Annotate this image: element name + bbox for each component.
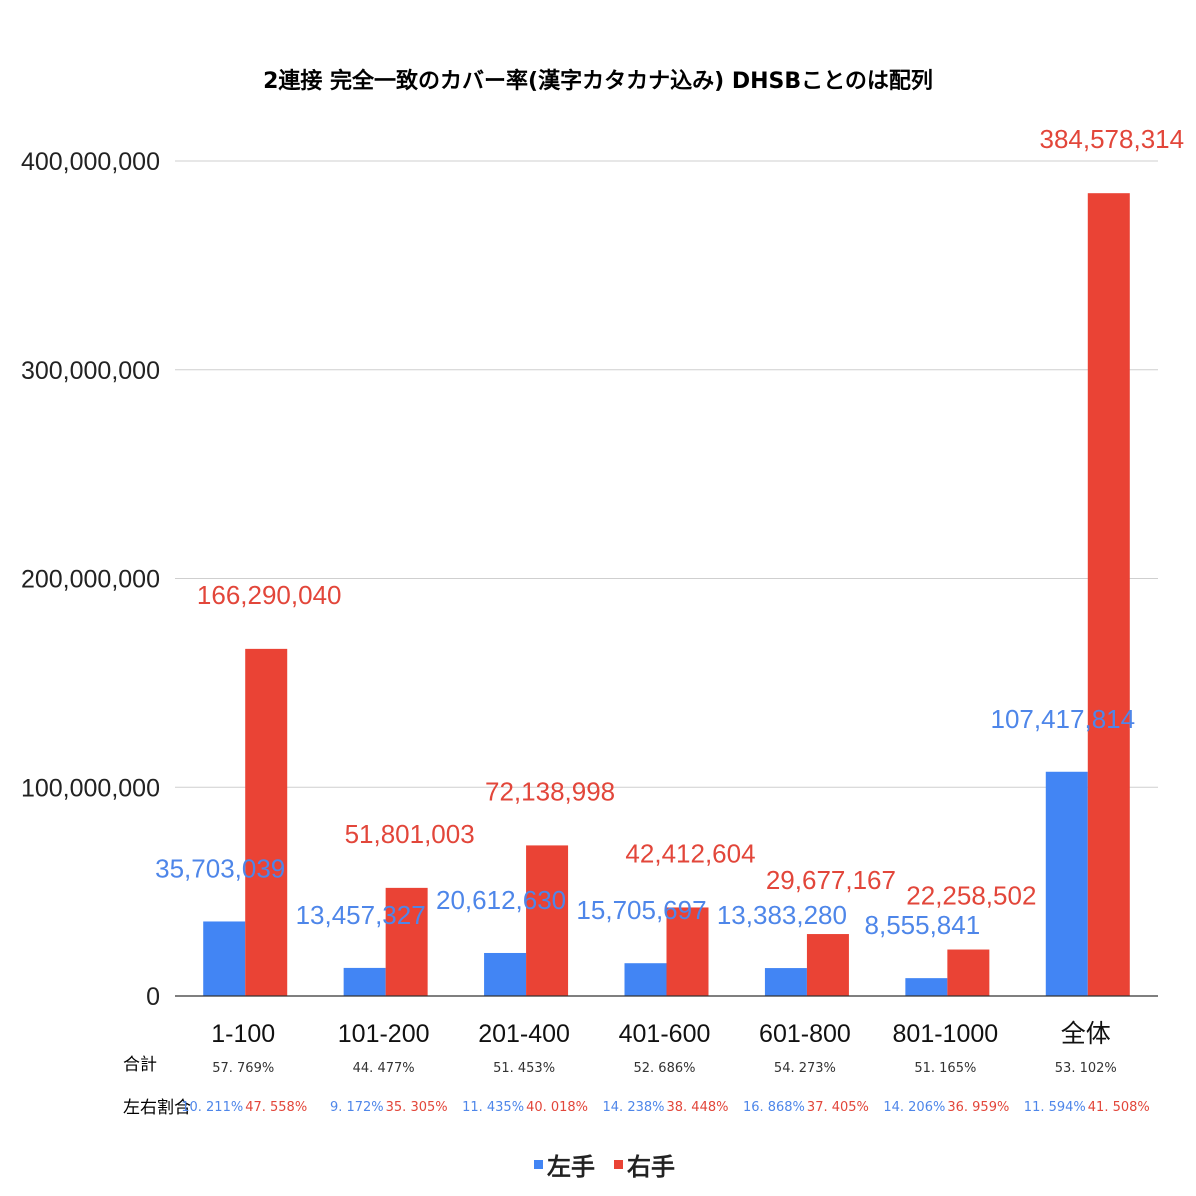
left-ratio: 16. 868%: [743, 1100, 805, 1115]
x-tick-label: 201-400: [478, 1020, 570, 1048]
total-row-header: 合計: [123, 1055, 157, 1075]
total-percent: 54. 273%: [774, 1061, 836, 1076]
y-tick-label: 300,000,000: [21, 357, 160, 385]
y-tick-label: 200,000,000: [21, 566, 160, 594]
x-axis: 1-100 101-200 201-400 401-600 601-800 801-100…: [175, 995, 1158, 1048]
data-label-left-hand: 20,612,630: [436, 885, 566, 915]
bar-left-hand: [624, 963, 667, 996]
legend: 左手 右手: [534, 1153, 675, 1181]
gridlines: [175, 160, 1158, 788]
total-percent: 57. 769%: [212, 1061, 274, 1076]
data-label-left-hand: 13,457,327: [296, 900, 426, 930]
bar-right-hand: [806, 934, 849, 996]
data-label-right-hand: 22,258,502: [906, 881, 1036, 911]
bar-right-hand: [245, 648, 288, 996]
total-percent: 51. 165%: [914, 1061, 976, 1076]
percent-table: 合計 左右割合 57. 769% 10. 211% 47. 558% 44. 477%…: [123, 1055, 1150, 1118]
x-tick-label: 601-800: [759, 1020, 851, 1048]
right-ratio: 38. 448%: [667, 1100, 729, 1115]
bar-left-hand: [905, 978, 948, 996]
ratio-row-header: 左右割合: [123, 1098, 191, 1118]
y-axis: 0 100,000,000 200,000,000 300,000,000 400,00…: [21, 148, 160, 1011]
right-ratio: 40. 018%: [526, 1100, 588, 1115]
y-tick-label: 0: [146, 983, 160, 1011]
x-tick-label: 全体: [1061, 1020, 1111, 1048]
legend-label: 右手: [627, 1153, 675, 1181]
data-label-left-hand: 8,555,841: [865, 910, 981, 940]
right-ratio: 37. 405%: [807, 1100, 869, 1115]
x-tick-label: 401-600: [619, 1020, 711, 1048]
left-ratio: 10. 211%: [181, 1100, 243, 1115]
data-label-right-hand: 51,801,003: [345, 819, 475, 849]
data-label-left-hand: 35,703,039: [155, 853, 285, 883]
data-label-right-hand: 42,412,604: [625, 838, 755, 868]
left-ratio: 14. 238%: [603, 1100, 665, 1115]
legend-swatch: [614, 1160, 623, 1169]
right-ratio: 47. 558%: [245, 1100, 307, 1115]
data-label-left-hand: 13,383,280: [717, 900, 847, 930]
data-label-right-hand: 166,290,040: [197, 580, 342, 610]
left-ratio: 9. 172%: [330, 1100, 384, 1115]
left-ratio: 11. 435%: [462, 1100, 524, 1115]
total-percent: 44. 477%: [353, 1061, 415, 1076]
data-label-left-hand: 15,705,697: [576, 895, 706, 925]
x-tick-label: 1-100: [211, 1020, 275, 1048]
bar-left-hand: [203, 921, 246, 996]
right-ratio: 35. 305%: [386, 1100, 448, 1115]
total-percent: 52. 686%: [634, 1061, 696, 1076]
bar-left-hand: [764, 968, 807, 996]
data-label-right-hand: 29,677,167: [766, 865, 896, 895]
data-label-right-hand: 72,138,998: [485, 776, 615, 806]
bar-right-hand: [666, 907, 709, 996]
data-label-left-hand: 107,417,814: [990, 704, 1135, 734]
bar-right-hand: [947, 949, 990, 996]
bar-left-hand: [484, 952, 527, 996]
x-tick-label: 101-200: [338, 1020, 430, 1048]
right-ratio: 41. 508%: [1088, 1100, 1150, 1115]
legend-label: 左手: [547, 1153, 595, 1181]
legend-swatch: [534, 1160, 543, 1169]
bar-left-hand: [1045, 771, 1088, 996]
bar-right-hand: [385, 887, 428, 996]
total-percent: 53. 102%: [1055, 1061, 1117, 1076]
y-tick-label: 400,000,000: [21, 148, 160, 176]
bar-right-hand: [526, 845, 569, 996]
bars: [203, 193, 1130, 997]
y-tick-label: 100,000,000: [21, 774, 160, 802]
bar-right-hand: [1087, 193, 1130, 997]
left-ratio: 14. 206%: [883, 1100, 945, 1115]
data-label-right-hand: 384,578,314: [1039, 124, 1184, 154]
data-labels: 35,703,039 166,290,040 13,457,327 51,801,00…: [155, 124, 1184, 940]
bar-left-hand: [343, 967, 386, 996]
chart-title: 2連接 完全一致のカバー率(漢字カタカナ込み) DHSBことのは配列: [263, 68, 933, 94]
x-tick-label: 801-1000: [893, 1020, 999, 1048]
right-ratio: 36. 959%: [947, 1100, 1009, 1115]
left-ratio: 11. 594%: [1024, 1100, 1086, 1115]
total-percent: 51. 453%: [493, 1061, 555, 1076]
